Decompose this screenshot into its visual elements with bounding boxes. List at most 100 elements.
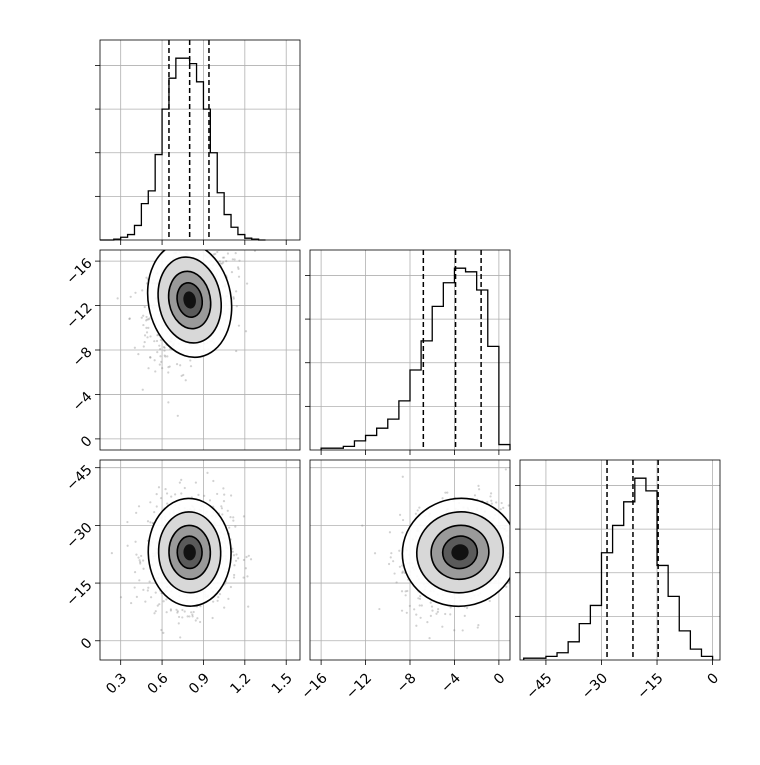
scatter-point [147, 367, 150, 370]
scatter-point [191, 613, 194, 616]
scatter-point [524, 598, 526, 600]
scatter-point [139, 562, 142, 565]
scatter-point [490, 499, 493, 502]
scatter-point [222, 242, 224, 244]
scatter-point [158, 603, 161, 606]
scatter-point [167, 401, 170, 404]
scatter-point [419, 616, 422, 619]
scatter-point [191, 615, 194, 618]
scatter-point [182, 373, 185, 377]
scatter-point [163, 354, 166, 357]
scatter-point [408, 604, 411, 608]
scatter-point [229, 585, 232, 589]
scatter-point [244, 330, 248, 333]
y-tick-label: −45 [63, 462, 95, 494]
scatter-point [476, 626, 479, 629]
scatter-point [388, 531, 392, 534]
scatter-point [222, 245, 224, 247]
y-tick-label: −12 [63, 300, 95, 332]
scatter-point [149, 355, 152, 359]
scatter-point [148, 317, 151, 320]
scatter-point [143, 305, 146, 309]
scatter-point [242, 576, 245, 579]
scatter-point [232, 516, 235, 519]
scatter-point [404, 594, 407, 597]
scatter-point [242, 558, 245, 562]
scatter-point [220, 507, 224, 510]
scatter-point [235, 553, 238, 556]
scatter-point [154, 370, 157, 373]
scatter-point [220, 247, 222, 249]
y-tick-label: −8 [70, 344, 96, 370]
scatter-point [145, 326, 148, 329]
scatter-point [232, 554, 236, 557]
scatter-point [130, 601, 133, 605]
scatter-point [477, 484, 480, 487]
scatter-point [160, 360, 163, 363]
scatter-point [195, 229, 197, 231]
scatter-point [135, 595, 138, 599]
scatter-point [142, 314, 145, 317]
scatter-point [235, 349, 238, 353]
scatter-point [232, 296, 235, 299]
scatter-point [156, 334, 159, 337]
scatter-point [169, 608, 172, 611]
scatter-point [401, 475, 404, 478]
scatter-point [158, 363, 161, 366]
scatter-point [531, 547, 533, 549]
scatter-point [249, 558, 253, 561]
scatter-point [208, 499, 212, 502]
scatter-point [429, 614, 432, 617]
scatter-point [237, 324, 241, 327]
scatter-point [148, 580, 151, 583]
scatter-point [247, 554, 250, 557]
scatter-point [235, 290, 238, 293]
scatter-point [146, 589, 149, 592]
scatter-point [500, 501, 503, 505]
scatter-point [200, 245, 202, 247]
scatter-point [244, 567, 247, 570]
scatter-point [218, 231, 220, 233]
scatter-point [143, 341, 146, 344]
scatter-point [144, 600, 147, 603]
x-tick-label: −16 [299, 670, 331, 702]
scatter-point [179, 636, 182, 639]
scatter-point [245, 282, 249, 285]
scatter-point [221, 256, 225, 259]
scatter-point [528, 536, 530, 538]
scatter-point [232, 576, 236, 579]
scatter-point [220, 245, 222, 247]
scatter-point [145, 319, 148, 322]
scatter-point [211, 616, 214, 620]
scatter-point [449, 613, 452, 616]
scatter-point [137, 353, 140, 356]
scatter-point [119, 596, 123, 599]
scatter-point [219, 245, 221, 247]
density-content [116, 229, 257, 417]
scatter-point [179, 244, 181, 246]
scatter-point [142, 323, 145, 327]
scatter-point [231, 550, 234, 553]
scatter-point [155, 505, 158, 508]
scatter-point [155, 493, 158, 496]
scatter-point [540, 539, 542, 541]
scatter-point [175, 608, 178, 611]
scatter-point [146, 336, 149, 339]
scatter-point [515, 518, 517, 520]
scatter-point [528, 553, 530, 555]
scatter-point [512, 530, 514, 532]
scatter-point [178, 481, 181, 484]
scatter-point [142, 345, 145, 348]
scatter-point [192, 610, 195, 614]
scatter-point [390, 552, 393, 555]
scatter-point [126, 544, 129, 547]
scatter-point [149, 521, 152, 524]
scatter-point [181, 608, 184, 612]
x-tick-label: 0 [705, 670, 723, 688]
scatter-point [528, 530, 530, 532]
scatter-point [387, 562, 391, 566]
scatter-point [513, 549, 515, 551]
scatter-point [138, 579, 141, 582]
scatter-point [219, 262, 222, 265]
scatter-point [155, 339, 159, 343]
